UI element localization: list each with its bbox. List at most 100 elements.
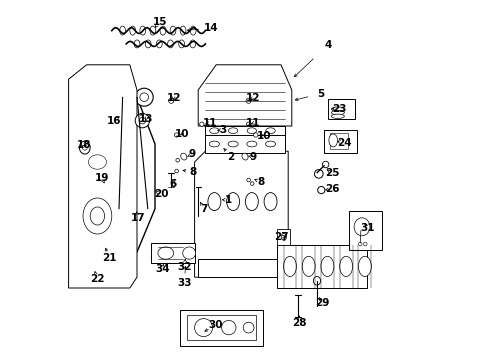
Ellipse shape <box>158 247 174 259</box>
Ellipse shape <box>245 193 258 211</box>
Bar <box>328 99 355 119</box>
Ellipse shape <box>130 26 136 35</box>
Polygon shape <box>277 245 368 288</box>
Text: 28: 28 <box>293 318 307 328</box>
Ellipse shape <box>190 40 196 48</box>
Ellipse shape <box>243 322 254 333</box>
Ellipse shape <box>179 40 185 48</box>
Ellipse shape <box>96 251 99 253</box>
Text: 8: 8 <box>189 167 196 177</box>
Ellipse shape <box>98 188 101 190</box>
Text: 5: 5 <box>317 89 324 99</box>
Ellipse shape <box>221 320 236 335</box>
Text: 20: 20 <box>154 189 169 199</box>
Ellipse shape <box>95 197 98 199</box>
Ellipse shape <box>83 198 112 234</box>
Ellipse shape <box>318 186 325 194</box>
Text: 21: 21 <box>101 253 116 264</box>
Ellipse shape <box>150 26 156 35</box>
Text: 29: 29 <box>315 298 330 308</box>
Ellipse shape <box>181 153 187 160</box>
Bar <box>277 229 290 245</box>
Ellipse shape <box>321 256 334 276</box>
Text: 31: 31 <box>360 222 375 233</box>
Text: 16: 16 <box>106 116 121 126</box>
Text: 11: 11 <box>246 118 261 128</box>
Ellipse shape <box>94 143 97 145</box>
Bar <box>330 133 347 149</box>
Polygon shape <box>205 135 285 153</box>
Ellipse shape <box>199 122 204 126</box>
Text: 1: 1 <box>225 195 232 205</box>
Text: 10: 10 <box>175 129 189 139</box>
Bar <box>205 126 285 135</box>
Ellipse shape <box>190 26 196 35</box>
Text: 18: 18 <box>76 140 91 150</box>
Text: 25: 25 <box>325 168 340 178</box>
Text: 17: 17 <box>131 213 146 223</box>
Ellipse shape <box>354 218 370 236</box>
Ellipse shape <box>175 169 178 173</box>
Text: 14: 14 <box>203 23 218 33</box>
Ellipse shape <box>364 242 367 246</box>
Ellipse shape <box>98 116 101 118</box>
Text: 11: 11 <box>202 118 217 128</box>
Ellipse shape <box>227 193 240 211</box>
Ellipse shape <box>99 125 102 127</box>
Text: 33: 33 <box>177 278 192 288</box>
Polygon shape <box>180 310 263 346</box>
Ellipse shape <box>82 145 87 150</box>
Ellipse shape <box>110 85 135 110</box>
Ellipse shape <box>93 206 96 208</box>
Ellipse shape <box>140 93 148 102</box>
Ellipse shape <box>331 114 344 118</box>
Text: 34: 34 <box>155 264 170 274</box>
Text: 24: 24 <box>337 138 351 148</box>
Text: 4: 4 <box>324 40 332 50</box>
Text: 9: 9 <box>250 152 257 162</box>
Ellipse shape <box>246 122 251 126</box>
Text: 27: 27 <box>274 232 288 242</box>
Ellipse shape <box>183 247 196 259</box>
Text: 19: 19 <box>95 173 109 183</box>
Ellipse shape <box>156 40 162 48</box>
Ellipse shape <box>247 141 257 147</box>
Ellipse shape <box>322 161 329 168</box>
Ellipse shape <box>134 40 140 48</box>
Ellipse shape <box>169 98 174 103</box>
Ellipse shape <box>242 153 248 160</box>
Ellipse shape <box>208 193 221 211</box>
Ellipse shape <box>329 134 338 147</box>
Ellipse shape <box>98 170 100 172</box>
Ellipse shape <box>139 117 146 124</box>
Ellipse shape <box>195 319 213 337</box>
Text: 32: 32 <box>177 262 192 272</box>
Text: 12: 12 <box>245 93 260 103</box>
Ellipse shape <box>331 107 344 111</box>
Ellipse shape <box>135 88 153 106</box>
Text: 26: 26 <box>325 184 340 194</box>
Ellipse shape <box>358 242 362 246</box>
Ellipse shape <box>114 247 124 257</box>
Text: 23: 23 <box>332 104 346 114</box>
Ellipse shape <box>94 161 97 163</box>
Text: 9: 9 <box>188 149 196 159</box>
Ellipse shape <box>314 276 320 285</box>
Text: 3: 3 <box>220 125 227 135</box>
Text: 10: 10 <box>256 131 271 141</box>
Polygon shape <box>198 65 292 126</box>
Ellipse shape <box>228 128 238 134</box>
Text: 13: 13 <box>139 114 153 124</box>
Ellipse shape <box>160 26 166 35</box>
Ellipse shape <box>340 256 353 276</box>
Text: 2: 2 <box>227 152 234 162</box>
Ellipse shape <box>210 128 219 134</box>
Ellipse shape <box>145 40 151 48</box>
Ellipse shape <box>79 141 90 154</box>
Ellipse shape <box>209 141 220 147</box>
Polygon shape <box>69 65 137 288</box>
Ellipse shape <box>247 128 257 134</box>
Bar <box>324 130 357 153</box>
Ellipse shape <box>228 141 238 147</box>
Ellipse shape <box>246 98 251 103</box>
